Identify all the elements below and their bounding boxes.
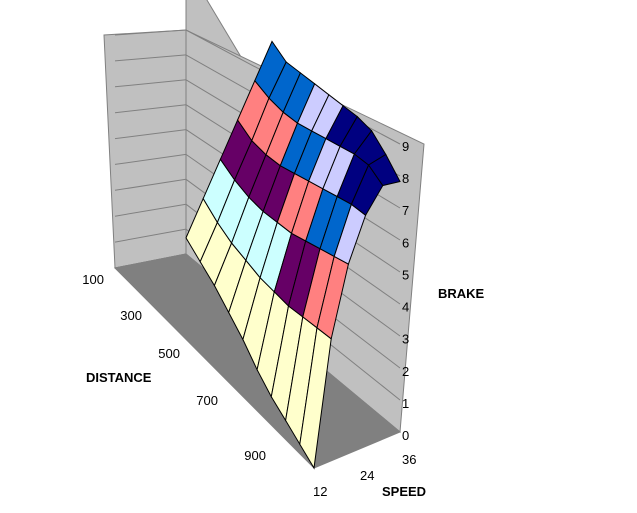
distance-tick-label: 500	[158, 346, 180, 361]
distance-axis-title: DISTANCE	[86, 370, 152, 385]
surface-cell	[367, 153, 401, 187]
speed-axis-title: SPEED	[382, 484, 426, 499]
brake-axis-title: BRAKE	[438, 286, 485, 301]
left-wall	[103, 29, 187, 269]
distance-tick-label: 100	[82, 272, 104, 287]
brake-tick-label: 4	[402, 300, 409, 315]
gridline-brake-left	[114, 178, 187, 191]
speed-tick-label: 36	[402, 452, 416, 467]
distance-tick-label: 300	[120, 308, 142, 323]
distance-tick-label: 900	[244, 448, 266, 463]
brake-tick-label: 8	[402, 171, 409, 186]
distance-tick-label: 700	[196, 393, 218, 408]
brake-tick-label: 3	[402, 332, 409, 347]
gridline-brake-left	[114, 104, 187, 114]
speed-tick-label: 24	[360, 468, 374, 483]
gridline-brake-left	[114, 129, 187, 140]
brake-tick-label: 0	[402, 428, 409, 443]
surface-plot	[185, 40, 401, 470]
gridline-brake-left	[114, 253, 187, 269]
gridline-brake-left	[114, 79, 187, 88]
brake-tick-label: 6	[402, 235, 409, 250]
axis-labels: 0123456789BRAKE100300500700900DISTANCE12…	[82, 139, 484, 499]
brake-tick-label: 1	[402, 396, 409, 411]
brake-tick-label: 7	[402, 203, 409, 218]
brake-tick-label: 2	[402, 364, 409, 379]
gridline-brake-left	[114, 29, 187, 36]
gridline-brake-left	[114, 228, 187, 243]
gridline-brake-left	[114, 54, 187, 62]
brake-tick-label: 9	[402, 139, 409, 154]
gridline-brake-left	[114, 153, 187, 165]
brake-tick-label: 5	[402, 267, 409, 282]
speed-tick-label: 12	[313, 484, 327, 499]
gridline-brake-left	[114, 203, 187, 217]
